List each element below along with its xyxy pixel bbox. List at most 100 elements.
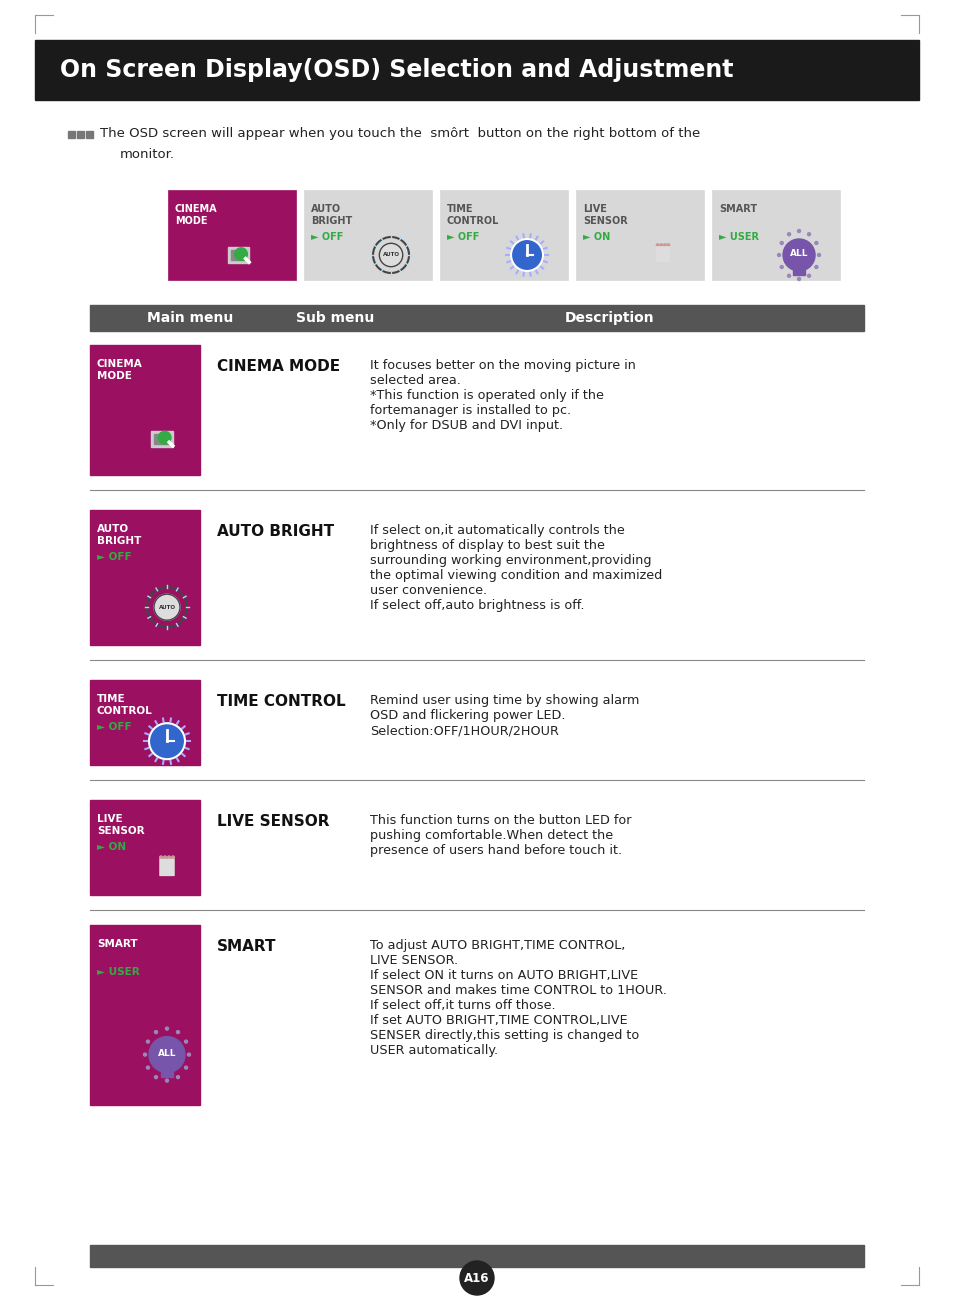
Circle shape (184, 1066, 188, 1069)
Text: AUTO: AUTO (158, 604, 175, 609)
Text: Description: Description (564, 311, 654, 325)
Text: TIME: TIME (97, 694, 126, 703)
FancyBboxPatch shape (656, 247, 669, 261)
Text: LIVE SENSOR: LIVE SENSOR (216, 814, 329, 829)
Text: CINEMA: CINEMA (174, 204, 217, 214)
Text: CONTROL: CONTROL (97, 706, 152, 716)
Circle shape (817, 253, 820, 257)
Circle shape (666, 244, 669, 247)
Text: AUTO: AUTO (311, 204, 341, 214)
Circle shape (511, 239, 542, 271)
Bar (228, 247, 249, 264)
Text: Remind user using time by showing alarm
OSD and flickering power LED.
Selection:: Remind user using time by showing alarm … (370, 694, 639, 737)
Circle shape (787, 232, 790, 236)
Bar (168, 191, 295, 281)
Circle shape (153, 594, 180, 620)
Text: SMART: SMART (97, 940, 137, 949)
Circle shape (149, 1036, 185, 1073)
Text: monitor.: monitor. (120, 147, 174, 161)
Text: The OSD screen will appear when you touch the  smôrt  button on the right bottom: The OSD screen will appear when you touc… (100, 127, 700, 140)
Text: ALL: ALL (157, 1049, 176, 1058)
Circle shape (168, 856, 171, 859)
Text: SMART: SMART (216, 940, 276, 954)
Circle shape (176, 1031, 179, 1034)
Text: Sub menu: Sub menu (295, 311, 374, 325)
Bar (154, 433, 168, 444)
Text: Main menu: Main menu (147, 311, 233, 325)
Text: To adjust AUTO BRIGHT,TIME CONTROL,
LIVE SENSOR.
If select ON it turns on AUTO B: To adjust AUTO BRIGHT,TIME CONTROL, LIVE… (370, 940, 666, 1057)
Circle shape (814, 265, 817, 269)
Circle shape (656, 244, 659, 247)
Circle shape (459, 1261, 494, 1295)
Text: LIVE: LIVE (97, 814, 123, 823)
Circle shape (234, 248, 247, 261)
Circle shape (158, 432, 171, 444)
Bar (90, 680, 200, 765)
Text: LIVE: LIVE (582, 204, 606, 214)
Circle shape (159, 856, 162, 859)
Text: It focuses better on the moving picture in
selected area.
*This function is oper: It focuses better on the moving picture … (370, 359, 636, 432)
Circle shape (782, 239, 814, 271)
Circle shape (777, 253, 780, 257)
Text: ► USER: ► USER (97, 967, 139, 977)
Text: This function turns on the button LED for
pushing comfortable.When detect the
pr: This function turns on the button LED fo… (370, 814, 631, 857)
FancyBboxPatch shape (160, 860, 173, 876)
Text: SMART: SMART (719, 204, 757, 214)
Bar (90, 1245, 863, 1267)
Text: SENSOR: SENSOR (97, 826, 145, 837)
Bar (231, 249, 244, 260)
Bar (439, 191, 567, 281)
Text: CONTROL: CONTROL (447, 217, 498, 226)
Text: ► USER: ► USER (719, 232, 759, 241)
Bar (86, 130, 92, 138)
Bar (711, 191, 840, 281)
Circle shape (663, 244, 665, 247)
Circle shape (172, 856, 174, 859)
Circle shape (143, 1053, 147, 1056)
Text: ► OFF: ► OFF (311, 232, 343, 241)
Bar (90, 345, 200, 475)
Bar (90, 925, 200, 1105)
Text: AUTO BRIGHT: AUTO BRIGHT (216, 525, 334, 539)
Text: AUTO: AUTO (97, 525, 129, 534)
Circle shape (787, 274, 790, 277)
Bar (304, 191, 432, 281)
Circle shape (184, 1040, 188, 1043)
Bar (68, 130, 75, 138)
Text: ► OFF: ► OFF (97, 552, 132, 562)
Circle shape (154, 1031, 157, 1034)
Circle shape (163, 856, 166, 859)
Bar (151, 431, 172, 446)
Circle shape (188, 1053, 191, 1056)
Text: CINEMA MODE: CINEMA MODE (216, 359, 340, 375)
Bar (35, 40, 918, 100)
Circle shape (165, 1079, 169, 1082)
Bar (77, 130, 84, 138)
Circle shape (780, 265, 782, 269)
Circle shape (814, 241, 817, 244)
Text: BRIGHT: BRIGHT (97, 536, 141, 545)
Bar (90, 510, 200, 645)
Circle shape (154, 1075, 157, 1079)
Circle shape (176, 1075, 179, 1079)
Text: MODE: MODE (97, 371, 132, 381)
Circle shape (806, 232, 810, 236)
Text: MODE: MODE (174, 217, 208, 226)
Text: ► ON: ► ON (97, 842, 126, 852)
Text: ALL: ALL (789, 249, 807, 258)
Circle shape (147, 1066, 150, 1069)
Circle shape (780, 241, 782, 244)
Circle shape (797, 278, 800, 281)
Circle shape (659, 244, 661, 247)
Circle shape (165, 1027, 169, 1030)
Text: On Screen Display(OSD) Selection and Adjustment: On Screen Display(OSD) Selection and Adj… (60, 57, 733, 82)
Text: CINEMA: CINEMA (97, 359, 143, 369)
Text: ► ON: ► ON (582, 232, 610, 241)
Circle shape (806, 274, 810, 277)
Bar (160, 1071, 173, 1077)
Text: SENSOR: SENSOR (582, 217, 627, 226)
Text: A16: A16 (464, 1271, 489, 1284)
Text: TIME: TIME (447, 204, 473, 214)
Text: TIME CONTROL: TIME CONTROL (216, 694, 345, 709)
Circle shape (149, 723, 185, 760)
